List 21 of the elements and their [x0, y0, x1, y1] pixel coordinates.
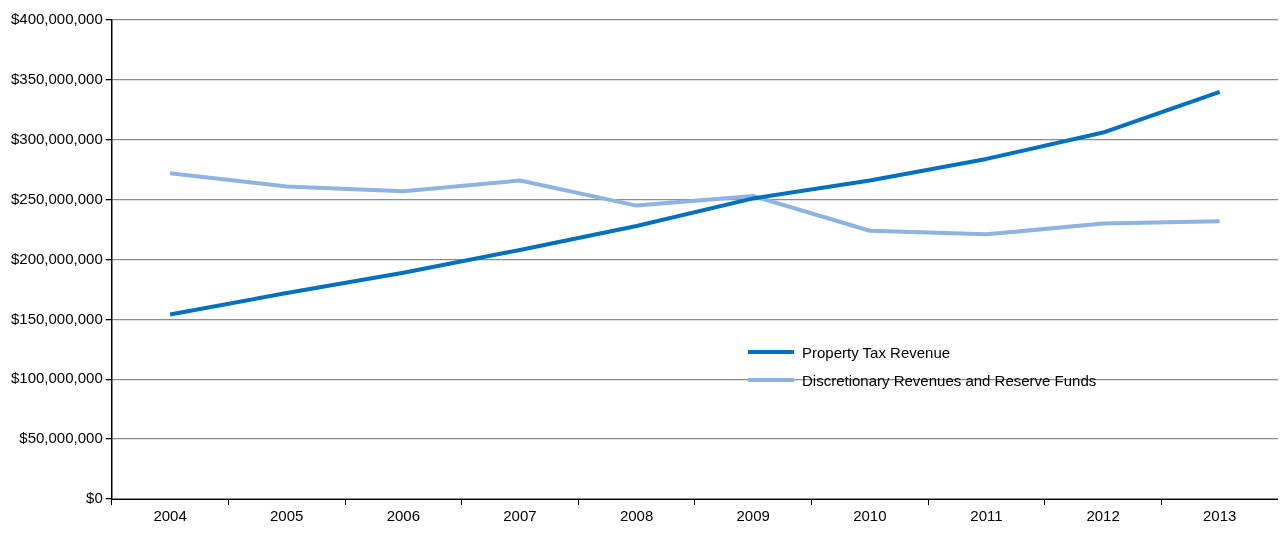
x-tick-label: 2007	[503, 507, 537, 525]
x-tick-label: 2011	[970, 507, 1003, 525]
x-tick-label: 2012	[1086, 507, 1120, 525]
y-tick-label: $400,000,000	[10, 10, 103, 28]
y-tick-label: $100,000,000	[10, 369, 103, 387]
x-tick-label: 2005	[270, 507, 304, 525]
legend-label: Property Tax Revenue	[802, 343, 951, 361]
x-tick-label: 2013	[1203, 507, 1237, 525]
x-tick-label: 2006	[386, 507, 421, 525]
x-tick-label: 2009	[736, 507, 770, 525]
x-tick-label: 2004	[153, 507, 187, 525]
y-tick-label: $200,000,000	[10, 249, 103, 267]
legend-label: Discretionary Revenues and Reserve Funds	[802, 371, 1097, 389]
y-tick-label: $350,000,000	[10, 70, 103, 88]
y-tick-label: $0	[86, 489, 103, 507]
x-tick-label: 2008	[619, 507, 654, 525]
y-tick-label: $300,000,000	[10, 129, 103, 147]
y-tick-label: $150,000,000	[10, 309, 103, 327]
x-tick-label: 2010	[853, 507, 887, 525]
y-tick-label: $250,000,000	[10, 189, 103, 207]
y-tick-label: $50,000,000	[19, 429, 103, 447]
